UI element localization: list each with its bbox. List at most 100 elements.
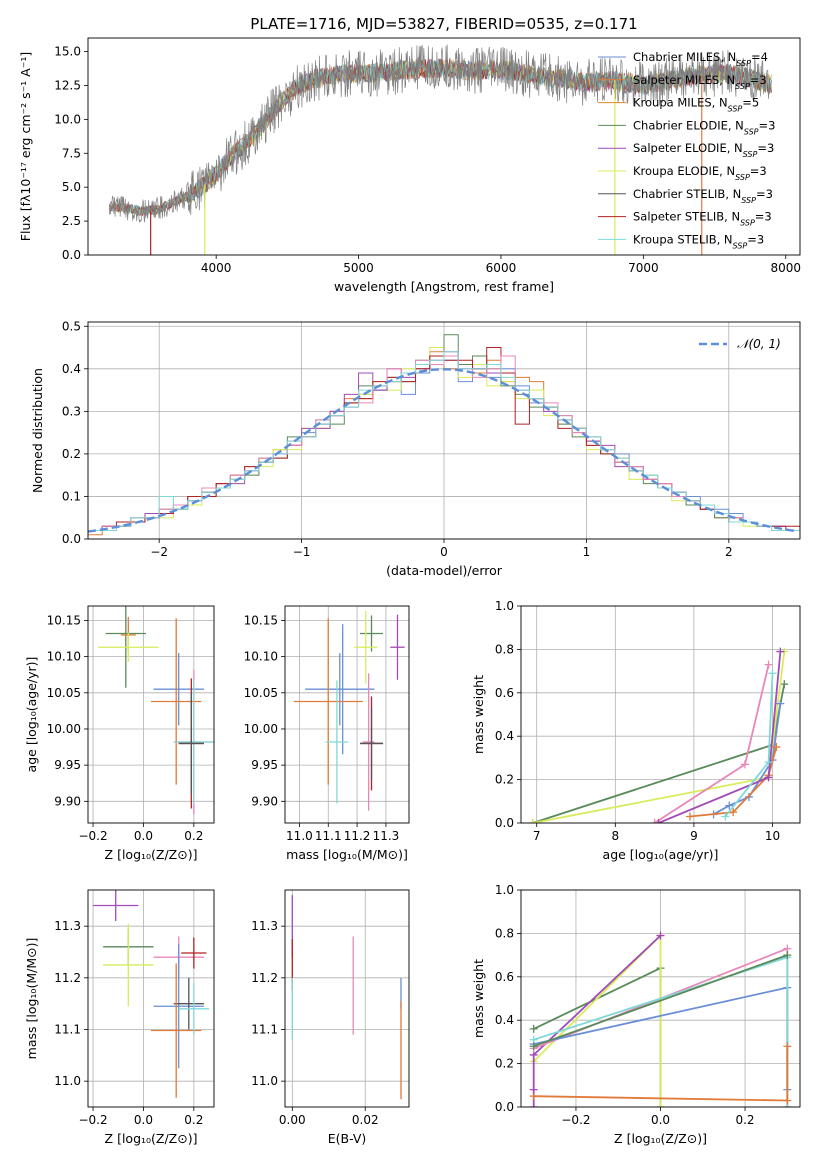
y-tick-label: 10.10 <box>244 650 278 664</box>
x-tick-label: 2 <box>725 545 733 559</box>
y-tick-label: 11.3 <box>54 919 81 933</box>
mass-weight-marker <box>776 647 785 656</box>
y-tick-label: 10.00 <box>47 722 81 736</box>
y-tick-label: 10.00 <box>244 722 278 736</box>
chart-age_vs_mass: 11.0 11.1 11.2 11.3 9.90 9.95 10.00 10.05 10.10 1… <box>244 605 410 862</box>
y-tick-label: 0.0 <box>495 816 514 830</box>
x-axis-label: age [log₁₀(age/yr)] <box>603 847 719 862</box>
plot-area <box>528 647 789 823</box>
plot-area <box>93 890 209 1098</box>
y-axis-label: Flux [fλ10⁻¹⁷ erg cm⁻² s⁻¹ A⁻¹] <box>18 52 33 241</box>
mass-weight-marker <box>528 819 537 823</box>
y-tick-label: 11.2 <box>251 971 278 985</box>
y-tick-label: 1.0 <box>495 599 514 613</box>
x-tick-label: 9 <box>690 829 698 843</box>
mass-weight-marker <box>729 808 738 817</box>
legend-label: Salpeter MILES, NSSP=3 <box>633 73 767 91</box>
legend-label: Chabrier STELIB, NSSP=3 <box>633 187 773 205</box>
mass-weight-marker <box>764 773 773 782</box>
y-tick-label: 10.05 <box>47 686 81 700</box>
x-tick-label: 0.2 <box>184 1113 203 1127</box>
mass-weight-marker <box>776 699 785 708</box>
mass-weight-line <box>533 933 662 1107</box>
legend-label: Chabrier MILES, NSSP=4 <box>633 50 768 68</box>
plot-area <box>98 606 214 815</box>
y-tick-label: 11.3 <box>251 919 278 933</box>
x-axis-label: Z [log₁₀(Z/Z⊙)] <box>105 1131 198 1146</box>
axes-frame <box>284 889 410 1108</box>
y-tick-label: 2.5 <box>62 214 81 228</box>
figure-title: PLATE=1716, MJD=53827, FIBERID=0535, z=0… <box>250 15 637 33</box>
axes-frame <box>520 889 801 1108</box>
y-tick-label: 11.2 <box>54 971 81 985</box>
mass-weight-marker <box>740 760 749 769</box>
legend-label: Kroupa MILES, NSSP=5 <box>633 96 759 114</box>
x-tick-label: 0.2 <box>184 829 203 843</box>
mass-weight-marker <box>721 812 730 821</box>
mass-weight-marker <box>529 1024 538 1033</box>
y-tick-label: 10.10 <box>47 650 81 664</box>
y-tick-label: 0.5 <box>62 319 81 333</box>
y-tick-label: 10.05 <box>244 686 278 700</box>
legend-label: 𝒩(0, 1) <box>737 337 781 351</box>
x-axis-label: Z [log₁₀(Z/Z⊙)] <box>105 847 198 862</box>
x-tick-label: −1 <box>293 545 311 559</box>
plot-area <box>109 44 772 255</box>
y-tick-label: 9.90 <box>54 794 81 808</box>
chart-age_vs_Z: −0.2 0.0 0.2 9.90 9.95 10.00 10.05 10.10 10.15 Z … <box>24 605 215 862</box>
legend-label: Kroupa STELIB, NSSP=3 <box>633 232 764 250</box>
y-tick-label: 12.5 <box>54 78 81 92</box>
y-tick-label: 0.3 <box>62 404 81 418</box>
chart-massweight_vs_age: 7 8 9 10 0.0 0.2 0.4 0.6 0.8 1.0 age [log₁₀(age/yr… <box>471 599 801 862</box>
x-tick-label: 0.0 <box>134 1113 153 1127</box>
mass-weight-marker <box>780 680 789 689</box>
x-tick-label: 11.3 <box>373 829 400 843</box>
plot-area <box>291 895 402 1100</box>
y-tick-label: 1.0 <box>495 883 514 897</box>
x-tick-label: 10 <box>765 829 780 843</box>
y-axis-label: Normed distribution <box>30 368 45 493</box>
y-tick-label: 10.0 <box>54 112 81 126</box>
y-tick-label: 5.0 <box>62 180 81 194</box>
y-tick-label: 0.1 <box>62 489 81 503</box>
mass-weight-line <box>533 954 788 1048</box>
x-tick-label: 11.0 <box>286 829 313 843</box>
mass-weight-marker <box>768 669 777 678</box>
y-tick-label: 0.4 <box>495 729 514 743</box>
x-axis-label: E(B-V) <box>328 1131 367 1146</box>
y-tick-label: 9.95 <box>54 758 81 772</box>
axes-frame <box>87 321 801 540</box>
mass-weight-marker <box>783 1042 792 1051</box>
y-tick-label: 0.2 <box>495 773 514 787</box>
axes-frame <box>87 889 215 1108</box>
x-axis-label: (data-model)/error <box>386 563 503 578</box>
chart-mass_vs_Z: −0.2 0.0 0.2 11.0 11.1 11.2 11.3 Z [log₁₀(Z/Z⊙)… <box>24 889 215 1146</box>
legend-label: Chabrier ELODIE, NSSP=3 <box>633 118 775 136</box>
y-axis-label: mass weight <box>471 959 486 1038</box>
y-tick-label: 0.2 <box>62 447 81 461</box>
y-tick-label: 0.2 <box>495 1057 514 1071</box>
mass-weight-marker <box>529 1085 538 1094</box>
mass-weight-marker <box>725 801 734 810</box>
y-tick-label: 0.0 <box>62 532 81 546</box>
x-tick-label: 4000 <box>201 261 232 275</box>
plot-area <box>88 334 800 539</box>
chart-massweight_vs_Z: −0.2 0.0 0.2 0.0 0.2 0.4 0.6 0.8 1.0 Z [log₁₀(Z/Z… <box>471 883 801 1146</box>
mass-weight-marker <box>529 1103 538 1107</box>
x-tick-label: 0.0 <box>134 829 153 843</box>
plot-area <box>529 931 792 1107</box>
y-axis-label: mass [log₁₀(M/M⊙)] <box>24 938 39 1060</box>
mass-weight-marker <box>529 1042 538 1051</box>
mass-weight-marker <box>764 660 773 669</box>
x-tick-label: 5000 <box>343 261 374 275</box>
x-tick-label: 0.0 <box>651 1113 670 1127</box>
y-tick-label: 0.6 <box>495 686 514 700</box>
y-tick-label: 10.15 <box>47 613 81 627</box>
spectrum-data-line <box>109 44 772 223</box>
mass-weight-marker <box>654 819 663 823</box>
x-tick-label: −2 <box>150 545 168 559</box>
panels: 4000 5000 6000 7000 80000.02.55.07.510.012.5… <box>18 37 801 1146</box>
x-tick-label: 0.2 <box>735 1113 754 1127</box>
y-tick-label: 0.0 <box>62 248 81 262</box>
